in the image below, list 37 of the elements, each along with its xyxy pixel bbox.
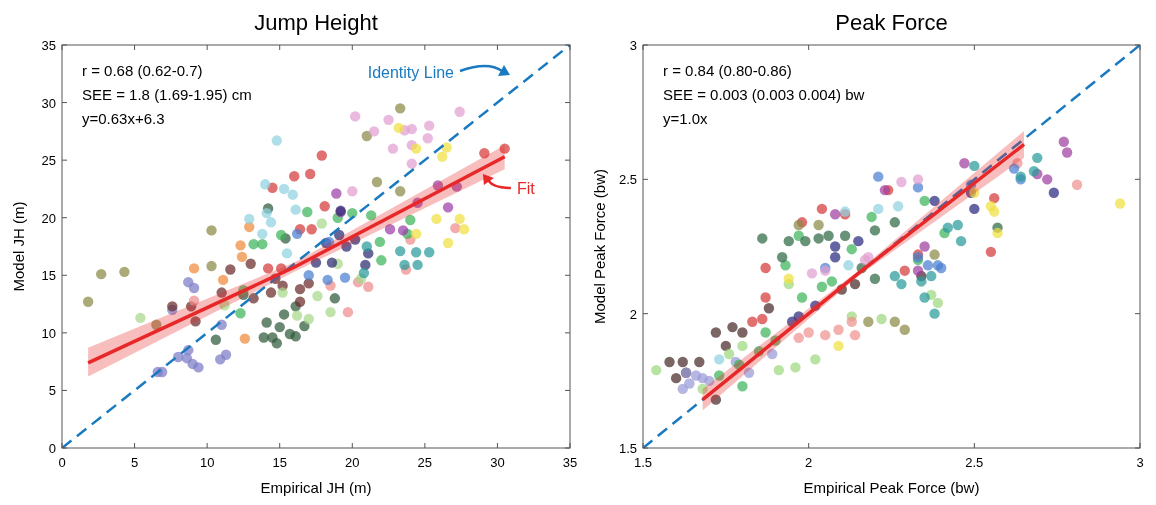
- annotation: r = 0.84 (0.80-0.86): [663, 62, 792, 79]
- x-tick-label: 10: [199, 455, 215, 470]
- y-tick-label: 10: [41, 325, 56, 341]
- y-axis-title: Model JH (m): [10, 201, 27, 292]
- annotation: SEE = 1.8 (1.69-1.95) cm: [82, 86, 252, 103]
- y-tick-label: 5: [48, 383, 56, 399]
- annotation: Fit: [516, 179, 536, 197]
- y-tick-label: 30: [41, 95, 56, 111]
- x-tick-label: 20: [345, 455, 360, 470]
- x-tick-label: 3: [1136, 455, 1144, 470]
- y-tick-label: 20: [41, 210, 56, 226]
- y-tick-label: 2.5: [618, 172, 637, 188]
- y-tick-label: 3: [629, 38, 637, 53]
- y-tick-label: 2: [629, 306, 637, 322]
- x-axis-title: Empirical JH (m): [260, 479, 372, 496]
- x-tick-label: 25: [417, 455, 433, 470]
- y-tick-label: 0: [48, 441, 56, 456]
- x-tick-label: 0: [58, 455, 66, 470]
- x-tick-label: 15: [272, 455, 287, 470]
- y-tick-label: 1.5: [618, 441, 637, 456]
- x-axis-title: Empirical Peak Force (bw): [803, 479, 980, 496]
- annotation: y=1.0x: [663, 110, 709, 127]
- annotation: y=0.63x+6.3: [82, 110, 165, 127]
- x-tick-label: 35: [562, 455, 578, 470]
- y-tick-label: 35: [41, 38, 56, 53]
- x-tick-label: 2.5: [965, 455, 984, 470]
- annotation: Identity Line: [367, 64, 455, 81]
- chart-title: Peak Force: [835, 10, 948, 35]
- y-tick-label: 25: [41, 153, 56, 169]
- x-tick-label: 5: [130, 455, 139, 470]
- x-tick-label: 30: [490, 455, 505, 470]
- annotation: r = 0.68 (0.62-0.7): [82, 62, 203, 79]
- annotation: SEE = 0.003 (0.003 0.004) bw: [663, 86, 865, 103]
- y-tick-label: 15: [41, 268, 56, 284]
- y-axis-title: Model Peak Force (bw): [591, 168, 608, 325]
- chart-title: Jump Height: [254, 10, 378, 35]
- x-tick-label: 2: [805, 455, 813, 470]
